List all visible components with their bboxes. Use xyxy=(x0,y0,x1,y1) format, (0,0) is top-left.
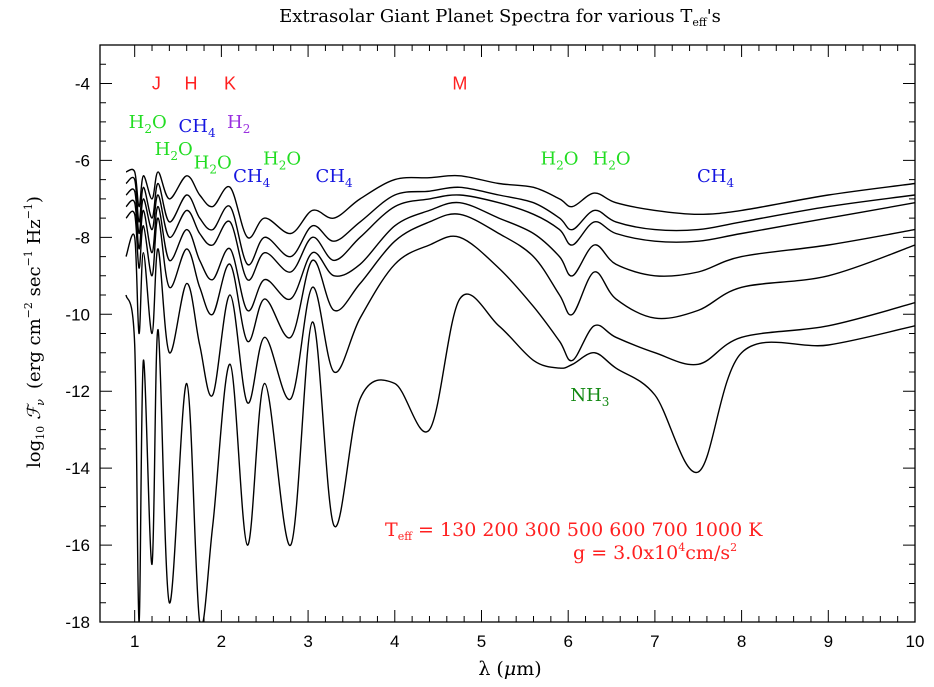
x-tick-labels: 1 2 3 4 5 6 7 8 9 10 xyxy=(130,632,925,651)
x-tick-label: 10 xyxy=(906,632,925,651)
spectrum-line-6 xyxy=(125,233,915,404)
x-tick-label: 5 xyxy=(477,632,486,651)
spectrum-line-1 xyxy=(125,168,915,239)
molecule-label-h2o: H2O xyxy=(129,112,167,136)
band-label: M xyxy=(452,73,467,93)
molecule-label-ch4: CH4 xyxy=(179,116,216,140)
molecule-label-ch4: CH4 xyxy=(316,166,353,190)
series-group xyxy=(125,168,915,622)
molecule-label-ch4: CH4 xyxy=(233,166,270,190)
x-tick-label: 6 xyxy=(563,632,572,651)
x-tick-label: 2 xyxy=(217,632,226,651)
molecule-label-h2o: H2O xyxy=(540,148,578,172)
y-tick-label: -6 xyxy=(75,151,90,170)
gravity-annotation: g = 3.0x104cm/s2 xyxy=(573,541,737,564)
y-axis-label: log10ℱν(erg cm−2 sec−1 Hz−1) xyxy=(22,196,47,468)
x-tick-label: 4 xyxy=(390,632,399,651)
x-tick-label: 3 xyxy=(303,632,312,651)
spectrum-line-2 xyxy=(125,176,915,266)
molecule-label-h2: H2 xyxy=(227,112,250,136)
y-tick-label: -12 xyxy=(65,382,90,401)
x-tick-label: 8 xyxy=(737,632,746,651)
y-tick-label: -10 xyxy=(65,305,90,324)
tick-marks xyxy=(100,44,916,623)
chart-title: Extrasolar Giant Planet Spectra for vari… xyxy=(279,6,721,29)
teff-annotation: Teff = 130 200 300 500 600 700 1000 K xyxy=(385,519,763,543)
band-label: H xyxy=(185,73,198,93)
molecule-label-h2o: H2O xyxy=(194,152,232,176)
spectrum-line-5 xyxy=(125,210,915,342)
band-label: K xyxy=(224,73,236,93)
spectrum-line-3 xyxy=(125,188,915,281)
molecule-label-ch4: CH4 xyxy=(697,166,734,190)
spectrum-line-4 xyxy=(125,199,915,312)
molecule-label-h2o: H2O xyxy=(155,139,193,163)
axis-ticks xyxy=(100,44,916,623)
x-tick-label: 7 xyxy=(650,632,659,651)
band-label: J xyxy=(152,73,161,93)
x-tick-label: 1 xyxy=(130,632,139,651)
y-tick-label: -14 xyxy=(65,459,90,478)
molecule-label-nh3: NH3 xyxy=(570,385,609,409)
y-tick-label: -18 xyxy=(65,613,90,632)
molecule-label-h2o: H2O xyxy=(592,148,630,172)
y-tick-labels: -18 -16 -14 -12 -10 -8 -6 -4 xyxy=(65,74,90,632)
y-tick-label: -4 xyxy=(75,74,90,93)
y-tick-label: -8 xyxy=(75,228,90,247)
x-axis-label: λ (μm) xyxy=(478,658,541,680)
molecule-label-h2o: H2O xyxy=(263,148,301,172)
y-tick-label: -16 xyxy=(65,536,90,555)
spectrum-line-7 xyxy=(125,293,915,622)
x-tick-label: 9 xyxy=(824,632,833,651)
